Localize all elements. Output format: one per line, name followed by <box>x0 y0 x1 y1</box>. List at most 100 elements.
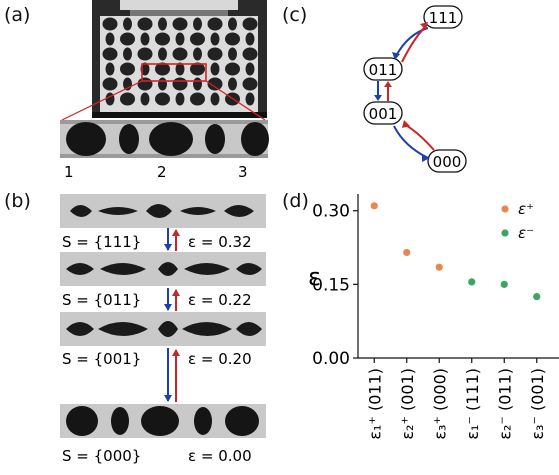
zoom-line-right <box>205 80 266 121</box>
sample-hole <box>193 17 202 31</box>
transition-arrows-c <box>374 22 435 162</box>
sample-hole <box>210 62 220 76</box>
state-label-011: S = {011} <box>62 291 141 309</box>
sample-hole <box>123 17 132 31</box>
legend-label-plus: ε⁺ <box>518 200 534 218</box>
x-tick-label: ε₃⁺ (000) <box>430 368 449 440</box>
panel-label-c: (c) <box>282 4 308 26</box>
zoom-region <box>141 63 207 82</box>
sample-hole <box>228 77 237 91</box>
sample-hole <box>172 17 188 31</box>
sample-hole <box>207 17 223 31</box>
sample-hole <box>102 77 118 91</box>
sample-hole <box>120 32 135 46</box>
sample-hole <box>105 32 115 46</box>
sample-hole <box>190 62 205 76</box>
sample-hole <box>245 32 255 46</box>
strain-label-111: ε = 0.32 <box>188 233 252 251</box>
sample-hole <box>158 47 167 61</box>
y-axis-label: ε <box>308 263 321 291</box>
snapshot-001 <box>60 312 266 346</box>
state-node-000-label: 000 <box>433 153 462 171</box>
sample-hole <box>140 32 150 46</box>
state-node-011-label: 011 <box>369 61 398 79</box>
state-node-001: 001 <box>363 101 403 125</box>
sample-photo <box>92 0 267 118</box>
sample-hole <box>175 92 185 106</box>
y-tick-label: 0.00 <box>312 349 350 369</box>
sample-hole <box>137 47 153 61</box>
state-label-111: S = {111} <box>62 233 141 251</box>
legend-marker-minus <box>501 229 509 237</box>
state-node-001-label: 001 <box>369 105 398 123</box>
legend-marker-plus <box>501 205 509 213</box>
sample-hole <box>242 77 258 91</box>
sample-hole <box>245 62 255 76</box>
strain-label-001: ε = 0.20 <box>188 350 252 368</box>
sample-hole <box>105 62 115 76</box>
state-node-000: 000 <box>427 149 467 173</box>
sample-hole <box>158 17 167 31</box>
x-tick-label: ε₂⁻ (011) <box>495 368 514 440</box>
data-point-plus <box>370 202 378 210</box>
snapshot-011 <box>60 252 266 286</box>
strain-label-000: ε = 0.00 <box>188 447 252 465</box>
y-tick-label: 0.15 <box>312 275 350 295</box>
sample-hole <box>242 17 258 31</box>
snapshot-111 <box>60 194 266 228</box>
strain-label-011: ε = 0.22 <box>188 291 252 309</box>
sample-hole <box>245 92 255 106</box>
sample-hole <box>172 47 188 61</box>
cell-number-3: 3 <box>238 163 248 181</box>
state-node-011: 011 <box>363 57 403 81</box>
x-tick-label: ε₃⁻ (001) <box>528 368 547 440</box>
y-tick-label: 0.30 <box>312 202 350 222</box>
sample-hole <box>155 92 170 106</box>
sample-hole <box>193 47 202 61</box>
x-tick-label: ε₁⁻ (111) <box>463 368 482 440</box>
x-tick-label: ε₁⁺ (011) <box>365 368 384 440</box>
sample-hole <box>155 62 170 76</box>
data-point-minus <box>533 293 541 301</box>
state-node-111-label: 111 <box>429 9 458 27</box>
sample-hole <box>155 32 170 46</box>
sample-hole <box>137 17 153 31</box>
sample-hole <box>190 92 205 106</box>
zoom-line-left <box>61 80 143 121</box>
cell-number-2: 2 <box>157 163 167 181</box>
data-point-minus <box>500 280 508 288</box>
state-label-000: S = {000} <box>62 447 141 465</box>
sample-hole <box>190 32 205 46</box>
cell-number-1: 1 <box>64 163 74 181</box>
sample-hole <box>228 47 237 61</box>
panel-label-a: (a) <box>4 4 31 26</box>
x-tick-label: ε₂⁺ (001) <box>398 368 417 440</box>
sample-hole <box>175 62 185 76</box>
sample-hole <box>210 92 220 106</box>
sample-hole <box>123 47 132 61</box>
sample-hole <box>210 32 220 46</box>
zoom-strip <box>60 120 269 158</box>
snapshot-000 <box>60 404 266 438</box>
panel-label-b: (b) <box>4 190 31 212</box>
sample-hole <box>242 47 258 61</box>
data-point-minus <box>468 278 476 286</box>
sample-hole <box>175 32 185 46</box>
sample-hole <box>225 62 240 76</box>
sample-hole <box>228 17 237 31</box>
sample-hole <box>140 92 150 106</box>
sample-hole <box>102 17 118 31</box>
legend-label-minus: ε⁻ <box>518 224 534 242</box>
data-point-plus <box>403 248 411 257</box>
sample-hole <box>225 32 240 46</box>
state-label-001: S = {001} <box>62 350 141 368</box>
sample-hole <box>120 92 135 106</box>
sample-hole <box>120 62 135 76</box>
sample-hole <box>207 77 223 91</box>
sample-hole <box>207 47 223 61</box>
data-point-plus <box>435 263 443 271</box>
